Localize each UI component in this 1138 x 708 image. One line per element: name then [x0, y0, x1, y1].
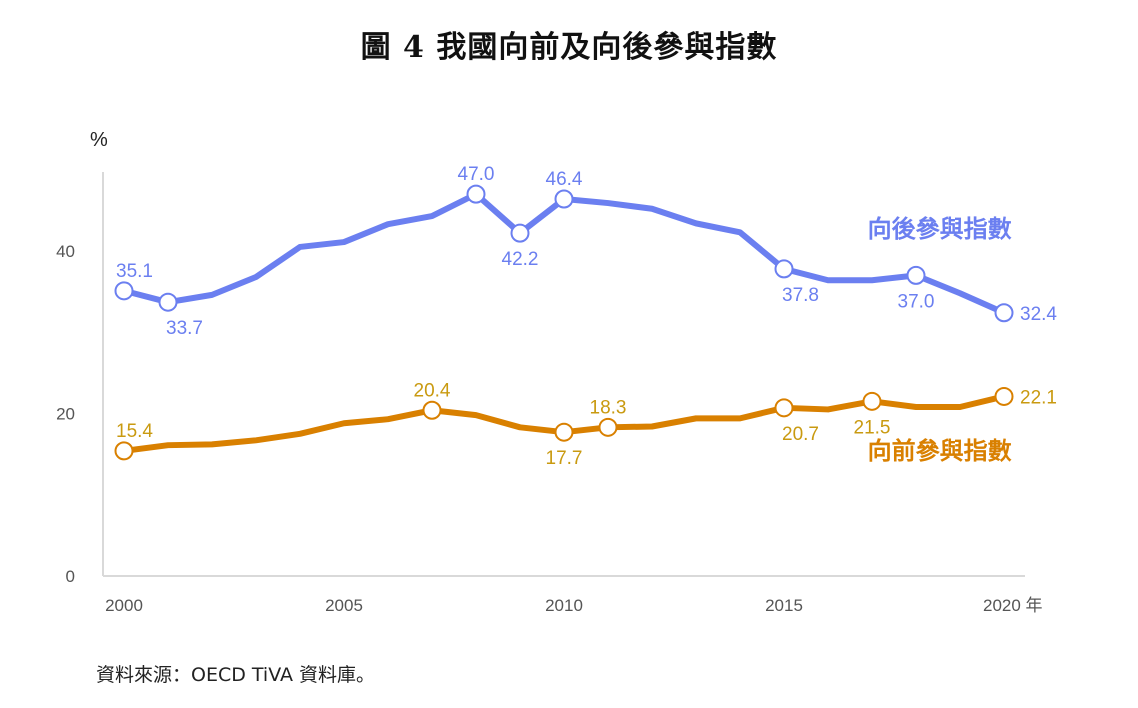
data-point-marker-forward: [862, 391, 882, 411]
data-point-marker-backward: [466, 184, 486, 204]
data-label-backward: 47.0: [458, 164, 495, 185]
data-label-forward: 20.4: [414, 380, 451, 401]
data-point-marker-backward: [906, 265, 926, 285]
y-tick-label: 40: [56, 242, 75, 261]
x-tick-label: 2010: [545, 596, 583, 615]
data-label-backward: 35.1: [116, 261, 153, 282]
data-point-marker-backward: [510, 223, 530, 243]
series-line-backward: [121, 191, 1007, 316]
data-point-marker-forward: [114, 441, 134, 461]
data-label-backward: 37.8: [782, 285, 819, 306]
series-label-backward: 向後參與指數: [868, 215, 1012, 243]
y-tick-label: 0: [66, 567, 75, 586]
data-label-forward: 15.4: [116, 421, 153, 442]
data-label-forward: 18.3: [590, 397, 627, 418]
x-tick-label: 2000: [105, 596, 143, 615]
data-label-backward: 33.7: [166, 318, 203, 339]
data-label-forward: 17.7: [546, 448, 583, 469]
source-note: 資料來源：OECD TiVA 資料庫。: [96, 664, 376, 686]
data-point-marker-backward: [774, 259, 794, 279]
data-label-backward: 32.4: [1020, 304, 1057, 325]
data-point-marker-forward: [422, 400, 442, 420]
data-label-forward: 21.5: [854, 417, 891, 438]
series-label-forward: 向前參與指數: [868, 437, 1012, 465]
data-point-marker-backward: [554, 189, 574, 209]
y-axis-unit-label: %: [90, 129, 108, 151]
chart-title: 圖 4 我國向前及向後參與指數: [360, 30, 778, 65]
x-tick-label: 2020 年: [983, 596, 1043, 615]
x-tick-label: 2005: [325, 596, 363, 615]
data-label-backward: 42.2: [502, 249, 539, 270]
data-point-marker-backward: [994, 303, 1014, 323]
y-tick-label: 20: [56, 405, 75, 424]
data-point-marker-backward: [114, 281, 134, 301]
data-label-backward: 46.4: [546, 169, 583, 190]
data-point-marker-backward: [158, 292, 178, 312]
data-label-forward: 20.7: [782, 424, 819, 445]
data-point-marker-forward: [598, 417, 618, 437]
data-point-marker-forward: [774, 398, 794, 418]
data-label-backward: 37.0: [898, 291, 935, 312]
data-label-forward: 22.1: [1020, 387, 1057, 408]
x-tick-label: 2015: [765, 596, 803, 615]
data-point-marker-forward: [994, 386, 1014, 406]
data-point-marker-forward: [554, 422, 574, 442]
